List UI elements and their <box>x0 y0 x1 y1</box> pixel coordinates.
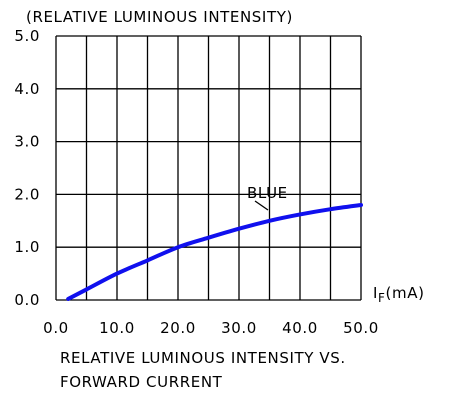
plot-series <box>66 202 363 301</box>
x-tick-label-4: 40.0 <box>282 319 318 337</box>
y-tick-label-4: 4.0 <box>14 80 40 98</box>
x-axis-label-subscript: F <box>378 291 386 305</box>
x-axis-label-main: I <box>373 284 378 302</box>
chart-caption-line-1: RELATIVE LUMINOUS INTENSITY VS. <box>60 349 346 367</box>
x-axis-tick-labels: 0.0 10.0 20.0 30.0 40.0 50.0 <box>43 319 379 337</box>
x-tick-label-1: 10.0 <box>99 319 135 337</box>
x-tick-label-0: 0.0 <box>43 319 69 337</box>
y-tick-label-0: 0.0 <box>14 291 40 309</box>
y-tick-label-5: 5.0 <box>14 27 40 45</box>
grid <box>55 35 362 301</box>
x-axis-label: IF(mA) <box>373 284 425 305</box>
y-tick-label-1: 1.0 <box>14 238 40 256</box>
x-tick-label-2: 20.0 <box>160 319 196 337</box>
x-axis-label-unit: (mA) <box>386 284 425 302</box>
series-line-blue <box>66 202 363 301</box>
y-tick-label-2: 2.0 <box>14 185 40 203</box>
x-tick-label-3: 30.0 <box>221 319 257 337</box>
series-label-leader <box>254 200 269 211</box>
y-axis-tick-labels: 0.0 1.0 2.0 3.0 4.0 5.0 <box>14 27 40 309</box>
chart-title: (RELATIVE LUMINOUS INTENSITY) <box>26 8 293 26</box>
x-tick-label-5: 50.0 <box>343 319 379 337</box>
chart-caption-line-2: FORWARD CURRENT <box>60 373 223 391</box>
y-tick-label-3: 3.0 <box>14 133 40 151</box>
series-label-blue: BLUE <box>247 184 288 202</box>
